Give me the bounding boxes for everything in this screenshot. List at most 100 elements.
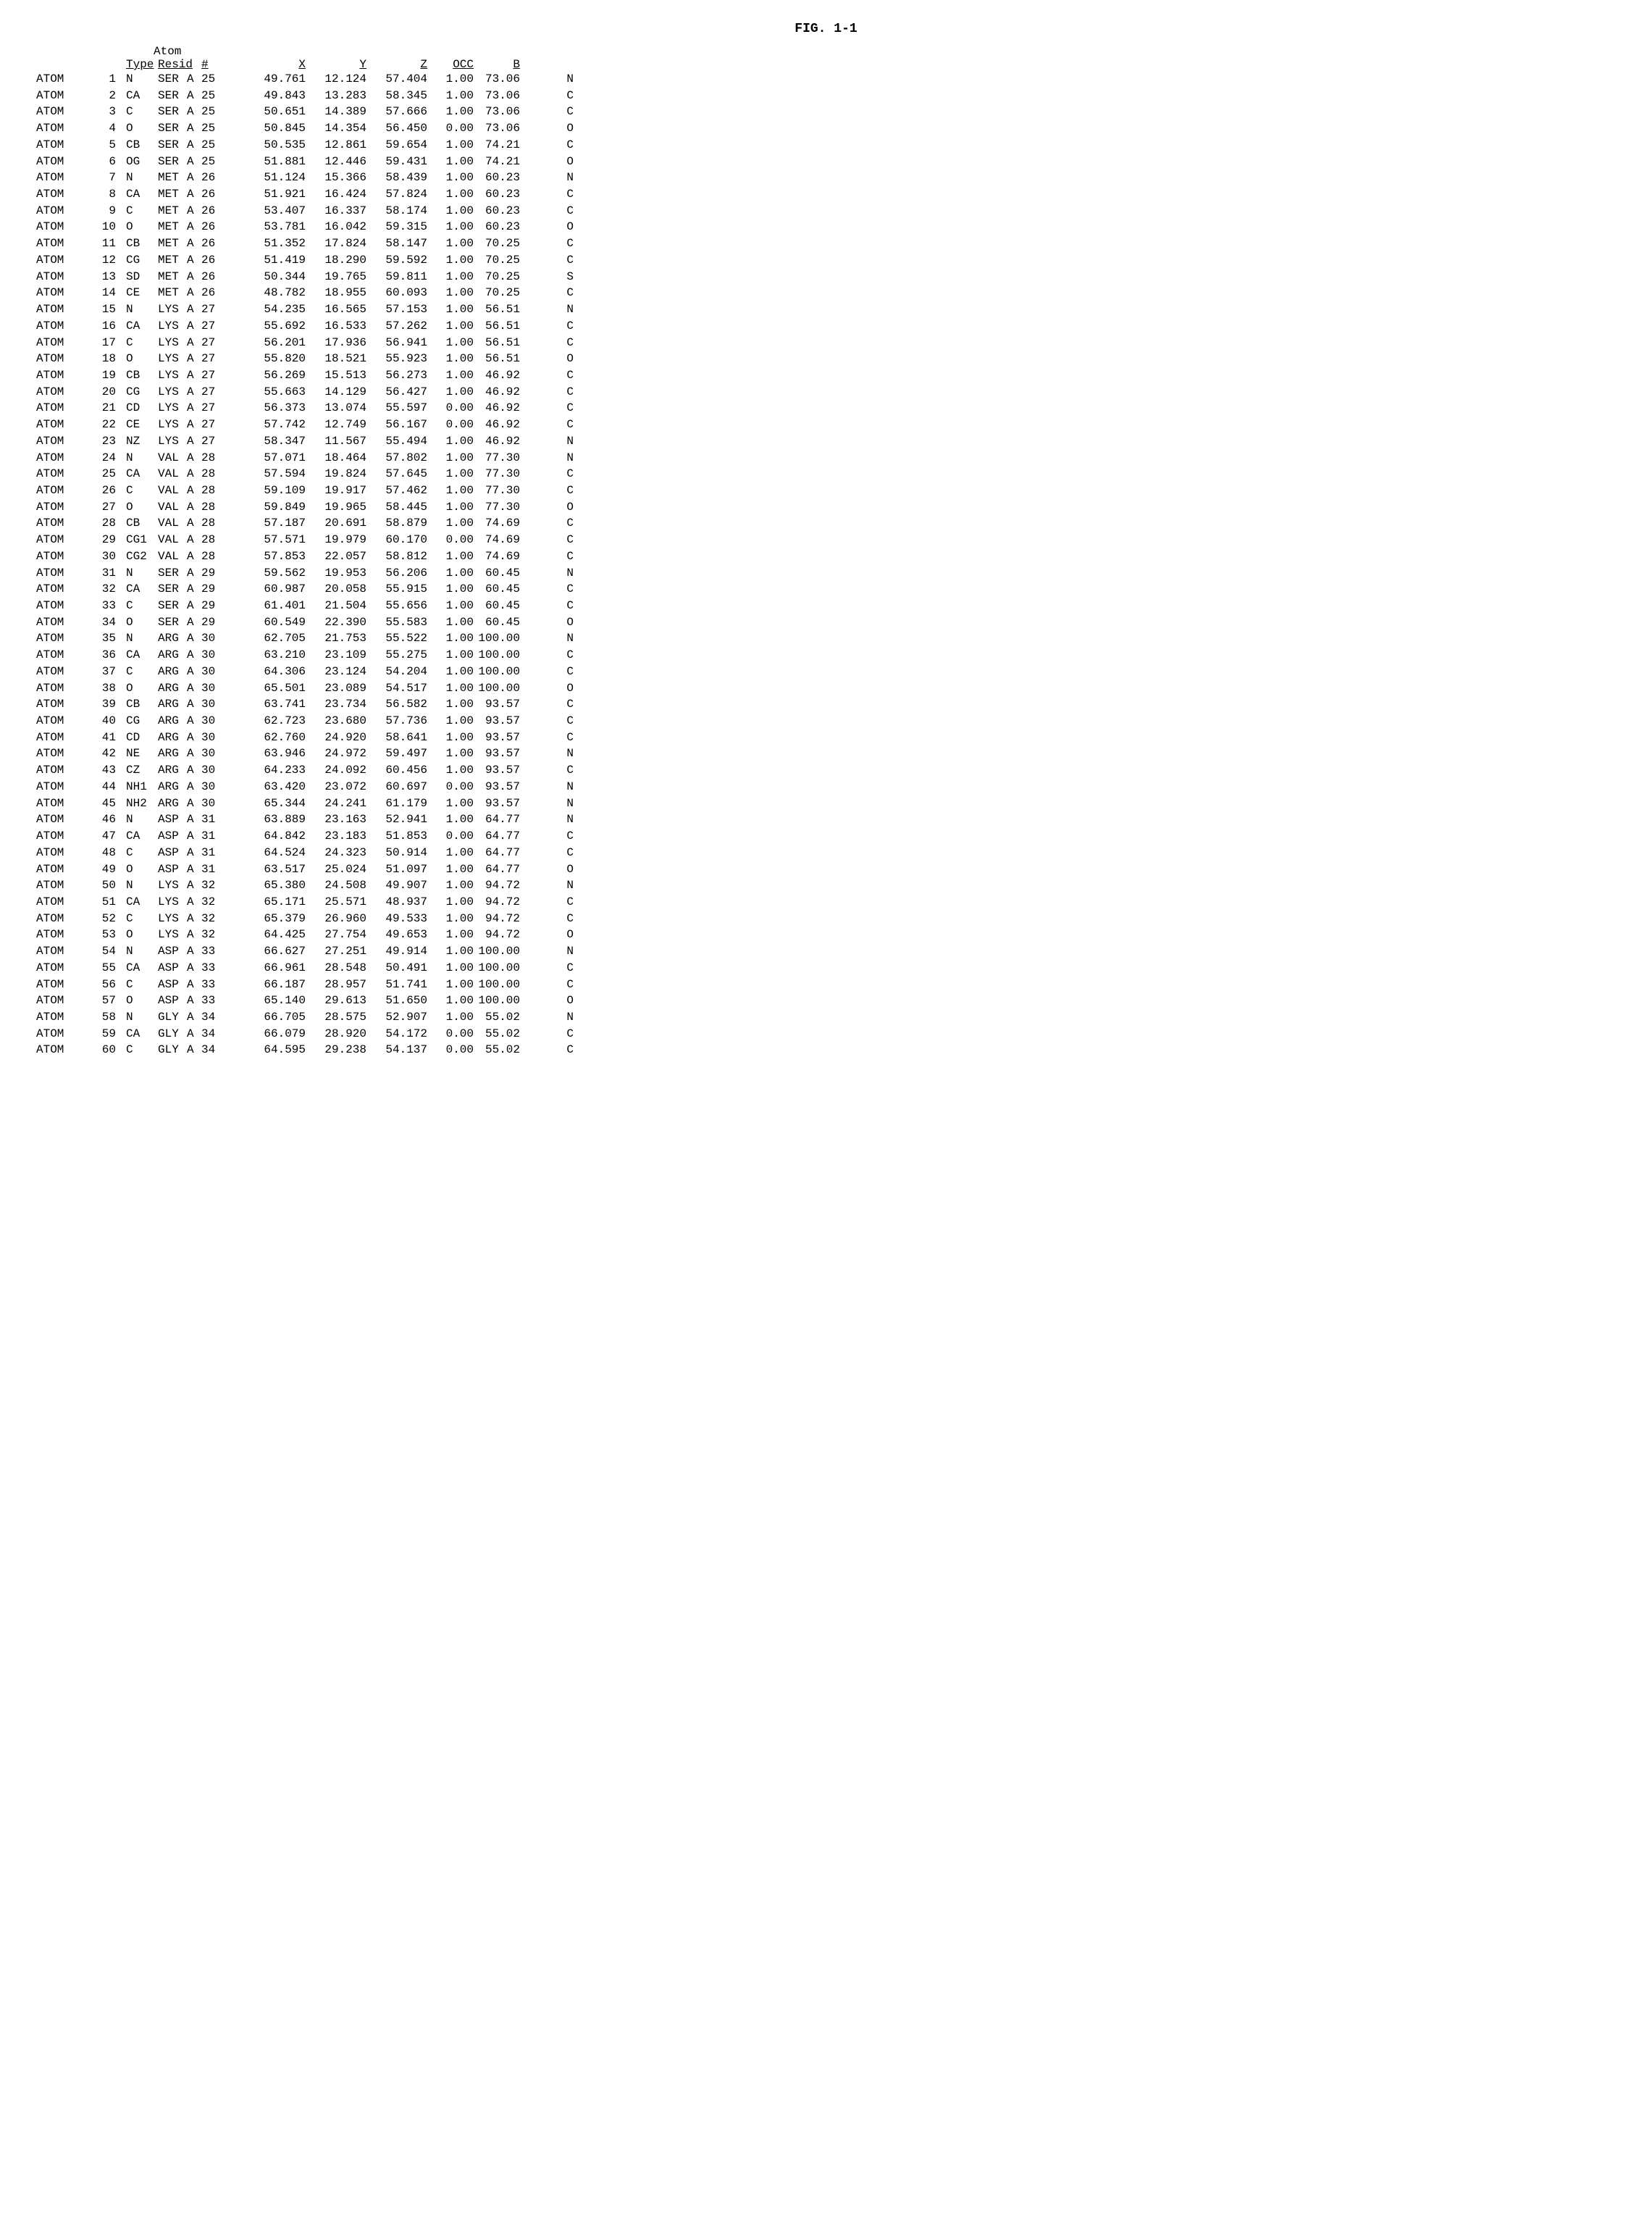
cell-resid: ARG [158, 664, 187, 680]
cell-record: ATOM [36, 779, 77, 795]
cell-seq: 33 [201, 960, 230, 977]
cell-record: ATOM [36, 318, 77, 335]
cell-z: 56.167 [366, 417, 427, 433]
cell-z: 54.172 [366, 1026, 427, 1042]
cell-z: 58.445 [366, 499, 427, 516]
cell-atom_type: N [126, 170, 158, 186]
cell-resid: ARG [158, 680, 187, 697]
cell-record: ATOM [36, 203, 77, 220]
cell-element: N [520, 71, 574, 88]
cell-atom_type: C [126, 845, 158, 861]
cell-element: N [520, 779, 574, 795]
cell-seq: 30 [201, 680, 230, 697]
cell-occ: 1.00 [427, 696, 474, 713]
cell-record: ATOM [36, 120, 77, 137]
cell-y: 14.129 [306, 384, 366, 401]
cell-atom_type: CG2 [126, 548, 158, 565]
cell-chain: A [187, 203, 201, 220]
cell-chain: A [187, 861, 201, 878]
table-row: ATOM32CASERA2960.98720.05855.9151.0060.4… [36, 581, 1616, 598]
table-row: ATOM21CDLYSA2756.37313.07455.5970.0046.9… [36, 400, 1616, 417]
table-row: ATOM50NLYSA3265.38024.50849.9071.0094.72… [36, 877, 1616, 894]
cell-occ: 1.00 [427, 581, 474, 598]
cell-record: ATOM [36, 960, 77, 977]
cell-atom_type: OG [126, 154, 158, 170]
cell-z: 56.582 [366, 696, 427, 713]
cell-x: 48.782 [230, 285, 306, 301]
cell-b: 100.00 [474, 680, 520, 697]
cell-y: 17.936 [306, 335, 366, 351]
cell-x: 66.961 [230, 960, 306, 977]
cell-element: C [520, 664, 574, 680]
cell-resid: VAL [158, 548, 187, 565]
cell-z: 56.273 [366, 367, 427, 384]
cell-occ: 1.00 [427, 730, 474, 746]
cell-occ: 0.00 [427, 828, 474, 845]
cell-z: 51.741 [366, 977, 427, 993]
cell-y: 22.390 [306, 614, 366, 631]
cell-record: ATOM [36, 630, 77, 647]
cell-b: 73.06 [474, 120, 520, 137]
cell-resid: ARG [158, 745, 187, 762]
cell-record: ATOM [36, 433, 77, 450]
table-row: ATOM1NSERA2549.76112.12457.4041.0073.06N [36, 71, 1616, 88]
cell-resid: SER [158, 598, 187, 614]
table-row: ATOM4OSERA2550.84514.35456.4500.0073.06O [36, 120, 1616, 137]
cell-resid: VAL [158, 466, 187, 482]
cell-index: 13 [77, 269, 126, 285]
cell-chain: A [187, 811, 201, 828]
cell-record: ATOM [36, 137, 77, 154]
cell-x: 60.549 [230, 614, 306, 631]
cell-b: 73.06 [474, 71, 520, 88]
cell-seq: 34 [201, 1009, 230, 1026]
cell-resid: SER [158, 614, 187, 631]
cell-z: 56.206 [366, 565, 427, 582]
cell-element: C [520, 845, 574, 861]
cell-index: 24 [77, 450, 126, 467]
cell-occ: 1.00 [427, 235, 474, 252]
cell-occ: 1.00 [427, 861, 474, 878]
cell-chain: A [187, 433, 201, 450]
cell-resid: SER [158, 88, 187, 104]
cell-index: 31 [77, 565, 126, 582]
cell-chain: A [187, 927, 201, 943]
cell-y: 24.508 [306, 877, 366, 894]
cell-chain: A [187, 235, 201, 252]
cell-record: ATOM [36, 532, 77, 548]
cell-x: 55.820 [230, 351, 306, 367]
cell-b: 94.72 [474, 927, 520, 943]
cell-chain: A [187, 730, 201, 746]
table-row: ATOM59CAGLYA3466.07928.92054.1720.0055.0… [36, 1026, 1616, 1042]
cell-occ: 1.00 [427, 630, 474, 647]
cell-y: 16.042 [306, 219, 366, 235]
cell-atom_type: N [126, 943, 158, 960]
table-row: ATOM15NLYSA2754.23516.56557.1531.0056.51… [36, 301, 1616, 318]
cell-chain: A [187, 515, 201, 532]
table-row: ATOM43CZARGA3064.23324.09260.4561.0093.5… [36, 762, 1616, 779]
cell-y: 12.861 [306, 137, 366, 154]
cell-x: 57.071 [230, 450, 306, 467]
cell-index: 38 [77, 680, 126, 697]
cell-y: 13.283 [306, 88, 366, 104]
cell-index: 60 [77, 1042, 126, 1058]
cell-z: 51.097 [366, 861, 427, 878]
cell-index: 44 [77, 779, 126, 795]
cell-atom_type: N [126, 301, 158, 318]
cell-element: C [520, 235, 574, 252]
cell-seq: 27 [201, 400, 230, 417]
cell-atom_type: CB [126, 515, 158, 532]
cell-element: N [520, 877, 574, 894]
cell-x: 65.501 [230, 680, 306, 697]
cell-x: 64.306 [230, 664, 306, 680]
cell-y: 19.953 [306, 565, 366, 582]
cell-occ: 0.00 [427, 532, 474, 548]
cell-atom_type: O [126, 927, 158, 943]
cell-atom_type: N [126, 71, 158, 88]
cell-element: C [520, 911, 574, 927]
cell-b: 56.51 [474, 335, 520, 351]
table-row: ATOM6OGSERA2551.88112.44659.4311.0074.21… [36, 154, 1616, 170]
cell-z: 58.147 [366, 235, 427, 252]
cell-occ: 1.00 [427, 745, 474, 762]
cell-x: 58.347 [230, 433, 306, 450]
header-b: B [513, 58, 520, 71]
